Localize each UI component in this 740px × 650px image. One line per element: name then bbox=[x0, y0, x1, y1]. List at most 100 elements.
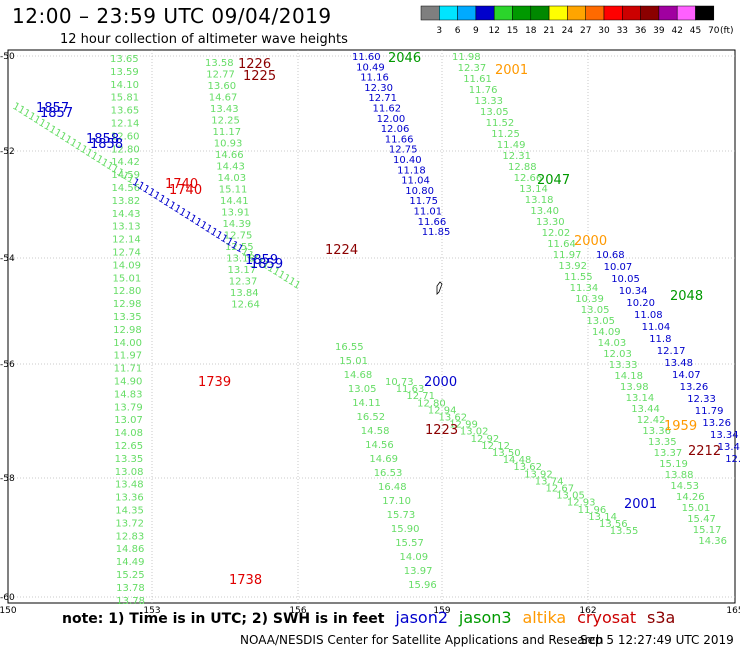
swh-value: 10.73 bbox=[385, 377, 414, 388]
pass-time-label: 1225 bbox=[243, 69, 276, 84]
swh-value: 13.40 bbox=[530, 206, 559, 217]
dense-track-mark: 1 bbox=[16, 104, 27, 117]
swh-value: 13.30 bbox=[536, 217, 565, 228]
dense-track-mark: 1 bbox=[42, 121, 53, 134]
swh-value: 11.55 bbox=[564, 272, 593, 283]
swh-value: 13.65 bbox=[110, 54, 139, 65]
swh-value: 12.00 bbox=[377, 114, 406, 125]
swh-value: 14.09 bbox=[592, 327, 621, 338]
pass-time-label: 1858 bbox=[86, 132, 119, 147]
dense-track-mark: 1 bbox=[245, 249, 256, 262]
pass-time-label: 1226 bbox=[238, 57, 271, 72]
dense-track-mark: 1 bbox=[182, 210, 193, 223]
dense-track-mark: 1 bbox=[219, 233, 230, 246]
swh-value: 14.86 bbox=[116, 544, 145, 555]
dense-track-mark: 1 bbox=[73, 141, 84, 154]
swh-value: 12.14 bbox=[111, 119, 140, 130]
dense-track-mark: 1 bbox=[115, 167, 126, 180]
pass-time-label: 2046 bbox=[388, 51, 421, 66]
swh-value: 15.25 bbox=[116, 570, 145, 581]
dense-track-mark: 1 bbox=[265, 263, 276, 276]
color-scale-legend: 3 6 9 12 15 18 21 24 27 30 33 36 39 42 45 70 (ft) bbox=[420, 5, 734, 36]
swh-value: 13.56 bbox=[599, 519, 628, 530]
swh-value: 13.48 bbox=[664, 358, 693, 369]
swh-value: 14.08 bbox=[114, 428, 143, 439]
swh-value: 12.55 bbox=[225, 242, 254, 253]
swh-value: 14.69 bbox=[369, 454, 398, 465]
dense-track-mark: 1 bbox=[156, 193, 167, 206]
satellite-legend-altika: altika bbox=[522, 608, 567, 627]
swh-value: 13.05 bbox=[556, 491, 585, 502]
swh-value: 11.34 bbox=[570, 283, 599, 294]
lat-label: -50 bbox=[0, 52, 15, 62]
swh-value: 15.47 bbox=[687, 514, 716, 525]
swh-value: 12.75 bbox=[389, 145, 418, 156]
swh-value: 13.33 bbox=[609, 360, 638, 371]
swh-value: 13.78 bbox=[116, 583, 145, 594]
swh-value: 11.01 bbox=[414, 207, 443, 218]
satellite-legend-jason2: jason2 bbox=[395, 608, 449, 627]
swh-value: 12.71 bbox=[368, 93, 397, 104]
swh-value: 10.34 bbox=[619, 286, 648, 297]
swh-value: 13.08 bbox=[115, 467, 144, 478]
lon-label: 165 bbox=[726, 606, 740, 616]
swh-value: 13.14 bbox=[626, 393, 655, 404]
scale-label: 30 bbox=[598, 26, 610, 36]
swh-value: 15.90 bbox=[391, 524, 420, 535]
swh-value: 12.88 bbox=[508, 162, 537, 173]
swh-value: 12.37 bbox=[458, 63, 487, 74]
swh-value: 14.83 bbox=[114, 389, 143, 400]
swh-value: 13.26 bbox=[680, 382, 709, 393]
swh-value: 12.80 bbox=[113, 286, 142, 297]
dense-track-mark: 1 bbox=[68, 137, 79, 150]
swh-value: 11.71 bbox=[114, 364, 143, 375]
swh-value: 13.07 bbox=[114, 415, 143, 426]
dense-track-mark: 1 bbox=[255, 256, 266, 269]
swh-value: 12.80 bbox=[417, 398, 446, 409]
swh-value: 14.49 bbox=[116, 557, 145, 568]
swh-value: 13.92 bbox=[558, 261, 587, 272]
dense-track-mark: 1 bbox=[78, 144, 89, 157]
swh-value: 11.97 bbox=[113, 351, 142, 362]
swh-value: 13.62 bbox=[439, 413, 468, 424]
swh-value: 13.84 bbox=[230, 288, 259, 299]
swh-value: 13.58 bbox=[205, 58, 234, 69]
swh-value: 13.36 bbox=[115, 493, 144, 504]
swh-value: 14.35 bbox=[115, 506, 144, 517]
swh-value: 10.40 bbox=[393, 155, 422, 166]
swh-value: 12.64 bbox=[231, 300, 260, 311]
swh-value: 12.33 bbox=[687, 394, 716, 405]
swh-value: 14.68 bbox=[344, 370, 373, 381]
swh-value: 14.09 bbox=[112, 260, 141, 271]
scale-label: 27 bbox=[580, 26, 591, 36]
swh-value: 14.41 bbox=[220, 196, 249, 207]
swh-value: 10.93 bbox=[214, 139, 243, 150]
swh-value: 11.04 bbox=[642, 322, 671, 333]
scale-label: 9 bbox=[473, 26, 479, 36]
swh-value: 12.98 bbox=[113, 299, 142, 310]
pass-time-label: 2001 bbox=[624, 497, 657, 512]
swh-value: 11.66 bbox=[418, 217, 447, 228]
swh-value: 15.81 bbox=[110, 93, 139, 104]
page-subtitle: 12 hour collection of altimeter wave hei… bbox=[60, 32, 348, 47]
swh-value: 12.42 bbox=[637, 415, 666, 426]
swh-value: 14.56 bbox=[112, 183, 141, 194]
scale-label: 39 bbox=[653, 26, 665, 36]
dense-track-mark: 1 bbox=[203, 223, 214, 236]
dense-track-mark: 1 bbox=[141, 183, 152, 196]
swh-value: 13.35 bbox=[648, 437, 677, 448]
swh-value: 13.44 bbox=[631, 404, 660, 415]
swh-value: 14.18 bbox=[614, 371, 643, 382]
swh-value: 11.60 bbox=[352, 52, 381, 63]
dense-track-mark: 1 bbox=[31, 114, 42, 127]
swh-value: 11.52 bbox=[486, 118, 515, 129]
swh-value: 13.44 bbox=[718, 442, 740, 453]
swh-value: 10.20 bbox=[626, 298, 655, 309]
swh-value: 13.82 bbox=[112, 196, 141, 207]
swh-value: 11.18 bbox=[397, 165, 426, 176]
pass-time-label: 1857 bbox=[36, 101, 69, 116]
swh-value: 12.30 bbox=[364, 83, 393, 94]
pass-time-label: 1858 bbox=[90, 137, 123, 152]
dense-track-mark: 1 bbox=[167, 200, 178, 213]
swh-value: 10.49 bbox=[356, 62, 385, 73]
